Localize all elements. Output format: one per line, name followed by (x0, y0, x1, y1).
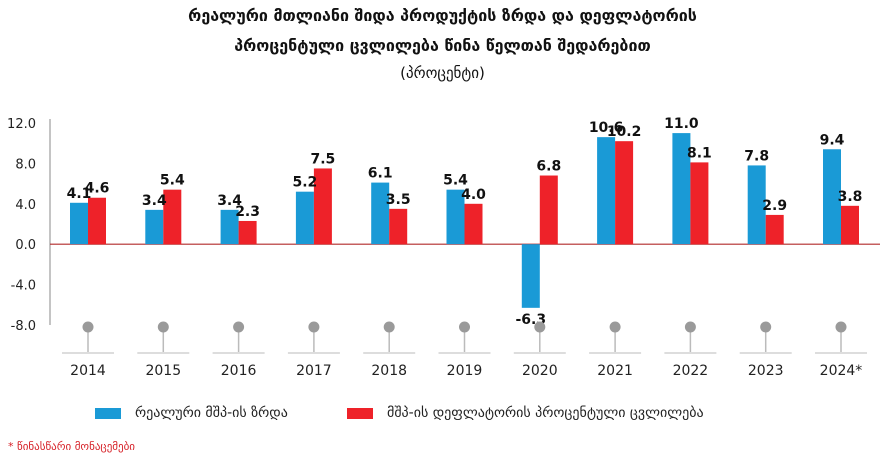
legend-item-deflator: მშპ-ის დეფლატორის პროცენტული ცვლილება (347, 402, 704, 424)
bar-deflator (539, 175, 558, 245)
y-tick-label: 8.0 (15, 157, 36, 172)
data-label: 4.0 (461, 187, 486, 203)
category-dot (82, 321, 94, 333)
bar-real-gdp (747, 165, 766, 245)
y-tick-label: 12.0 (7, 117, 36, 132)
data-label: 2.3 (235, 204, 260, 220)
data-label: 3.5 (386, 192, 411, 208)
bar-deflator (163, 189, 182, 245)
data-label: 8.1 (687, 145, 712, 161)
bar-deflator (765, 214, 784, 245)
category-dot (157, 321, 169, 333)
legend-swatch-real-gdp (95, 407, 121, 419)
data-label: 9.4 (820, 132, 845, 148)
data-label: 5.2 (292, 175, 317, 191)
x-tick-label: 2017 (296, 363, 332, 379)
y-tick-label: -8.0 (11, 319, 36, 334)
chart-title-line1: რეალური მთლიანი შიდა პროდუქტის ზრდა და დ… (188, 6, 697, 25)
data-label: 7.5 (310, 151, 335, 167)
chart-title-line2: პროცენტული ცვლილება წინა წელთან შედარები… (234, 36, 651, 55)
bar-real-gdp (823, 149, 841, 245)
data-label: 4.6 (85, 181, 110, 197)
data-label: 5.4 (443, 173, 468, 189)
data-label: 10.6 (589, 120, 624, 136)
legend-swatch-deflator (347, 407, 373, 419)
data-label: 2.9 (762, 198, 787, 214)
category-dot (760, 321, 772, 333)
x-tick-label: 2024* (820, 363, 863, 379)
bar-real-gdp (672, 133, 691, 245)
x-tick-label: 2023 (748, 363, 784, 379)
x-tick-label: 2014 (70, 363, 106, 379)
x-tick-label: 2022 (673, 363, 709, 379)
bar-real-gdp (446, 189, 465, 245)
bar-chart: 12.0 8.0 4.0 0.0 -4.0 -8.0 4.14.6 2014 3.4 5.4 201… (7, 116, 880, 379)
category-dot (233, 321, 245, 333)
bar-deflator (238, 220, 257, 245)
data-label: 11.0 (664, 116, 699, 132)
data-label: 6.1 (368, 166, 393, 182)
x-tick-label: 2020 (522, 363, 558, 379)
data-label: 6.8 (536, 159, 561, 175)
data-label: 3.8 (838, 189, 863, 205)
category-dot (684, 321, 696, 333)
category-dot (459, 321, 470, 333)
chart-subtitle: (პროცენტი) (400, 64, 485, 82)
bar-real-gdp (521, 244, 540, 308)
y-tick-label: 0.0 (15, 238, 36, 253)
x-tick-label: 2018 (371, 363, 407, 379)
data-label: 3.4 (217, 193, 242, 209)
data-label: 7.8 (744, 148, 769, 164)
data-label: 10.2 (607, 124, 642, 140)
x-tick-label: 2015 (145, 363, 181, 379)
bar-deflator (464, 203, 483, 245)
legend-label-real-gdp: რეალური მშპ-ის ზრდა (135, 405, 288, 421)
y-tick-label: 4.0 (15, 198, 36, 213)
chart-legend: რეალური მშპ-ის ზრდა მშპ-ის დეფლატორის პრ… (0, 402, 885, 424)
data-label: 5.4 (160, 173, 185, 189)
bar-deflator (615, 141, 634, 245)
bar-deflator (88, 197, 106, 245)
category-dot (534, 321, 546, 333)
bar-real-gdp (371, 182, 390, 245)
bar-deflator (313, 168, 332, 245)
x-tick-label: 2016 (221, 363, 257, 379)
bar-real-gdp (70, 202, 88, 245)
bar-real-gdp (295, 191, 314, 245)
footnote: * წინასწარი მონაცემები (8, 440, 136, 453)
legend-label-deflator: მშპ-ის დეფლატორის პროცენტული ცვლილება (387, 405, 704, 421)
x-tick-label: 2021 (597, 363, 633, 379)
bar-real-gdp (145, 209, 164, 245)
bar-deflator (690, 162, 709, 245)
data-label: 4.1 (67, 186, 92, 202)
bar-real-gdp (220, 209, 239, 245)
data-label: 3.4 (142, 193, 167, 209)
y-tick-label: -4.0 (11, 279, 36, 294)
legend-item-real-gdp: რეალური მშპ-ის ზრდა (95, 402, 288, 424)
x-tick-label: 2019 (447, 363, 483, 379)
category-dot (609, 321, 621, 333)
category-dot (383, 321, 395, 333)
bar-deflator (841, 205, 859, 245)
category-dot (308, 321, 320, 333)
bar-deflator (389, 208, 408, 245)
bar-real-gdp (597, 137, 616, 245)
category-dot (835, 321, 847, 333)
